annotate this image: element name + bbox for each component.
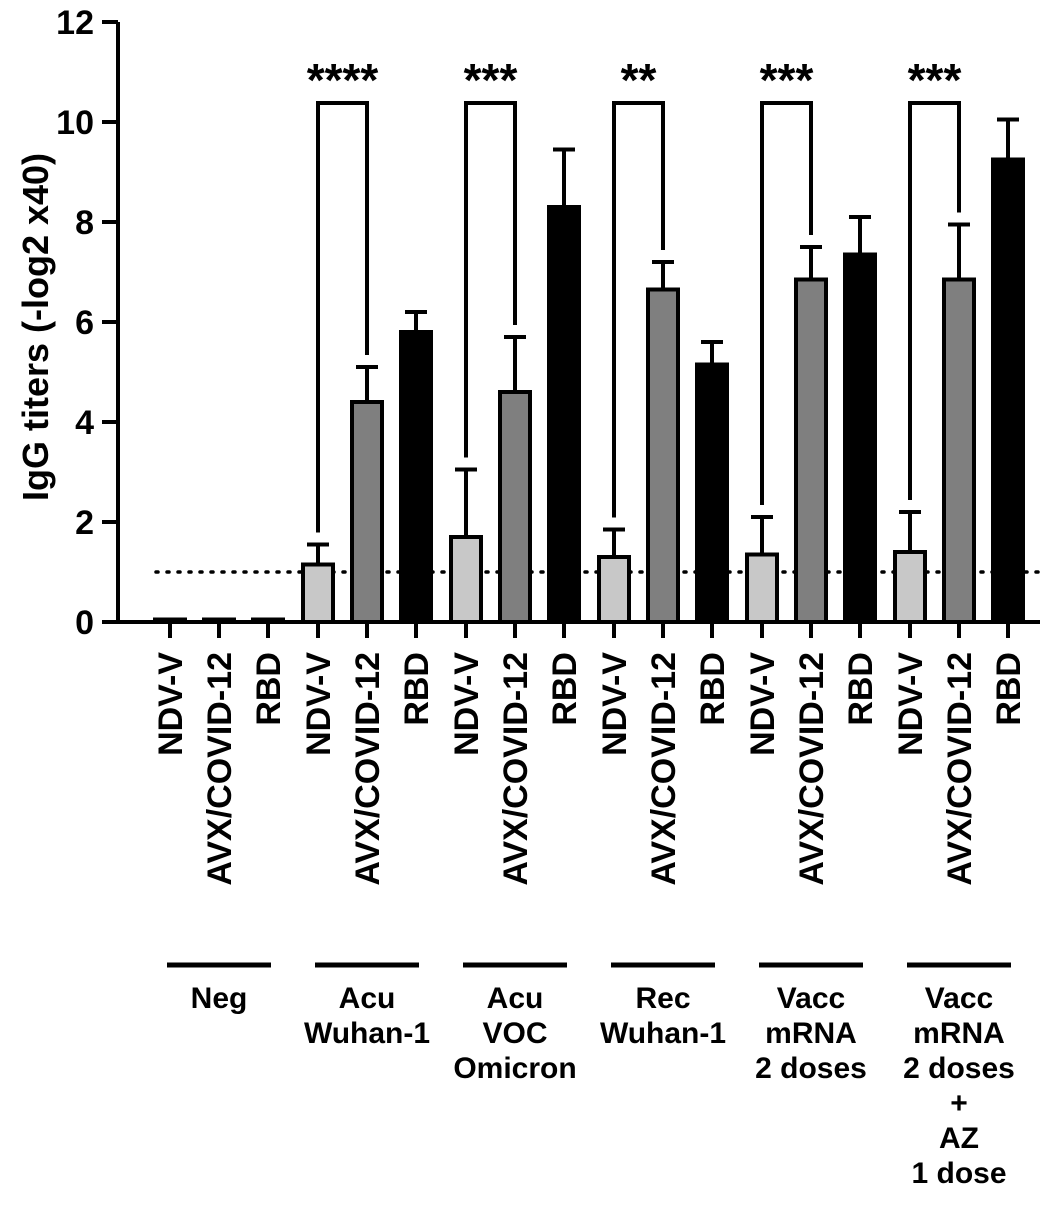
x-category-label: RBD xyxy=(990,652,1028,726)
significance-bracket xyxy=(612,101,665,518)
group-label: Rec xyxy=(635,982,690,1015)
x-category-label: AVX/COVID-12 xyxy=(497,652,535,886)
group-label: Acu xyxy=(339,982,396,1015)
bar xyxy=(301,562,335,624)
y-tick-label: 8 xyxy=(75,204,94,242)
bar xyxy=(251,617,285,624)
group-label: Neg xyxy=(191,982,248,1015)
x-category-label: NDV-V xyxy=(152,652,190,756)
group-label: 1 dose xyxy=(911,1157,1006,1190)
bar xyxy=(449,535,483,624)
bar xyxy=(399,330,433,624)
group-label: VOC xyxy=(482,1017,547,1050)
significance-label: *** xyxy=(760,54,814,106)
x-category-label: RBD xyxy=(694,652,732,726)
group-label: Wuhan-1 xyxy=(304,1017,430,1050)
bar xyxy=(646,287,680,624)
group-label: mRNA xyxy=(913,1017,1005,1050)
significance-label: ** xyxy=(621,54,657,106)
group-label: Acu xyxy=(487,982,544,1015)
x-category-label: RBD xyxy=(398,652,436,726)
x-category-label: AVX/COVID-12 xyxy=(201,652,239,886)
y-axis-label: IgG titers (-log2 x40) xyxy=(15,153,56,501)
y-tick-label: 6 xyxy=(75,304,94,342)
bar xyxy=(991,157,1025,624)
x-category-label: RBD xyxy=(250,652,288,726)
bar xyxy=(547,205,581,624)
group-label: Vacc xyxy=(925,982,993,1015)
y-tick-label: 0 xyxy=(75,604,94,642)
significance-bracket xyxy=(316,101,369,533)
group-label: Wuhan-1 xyxy=(600,1017,726,1050)
significance-label: *** xyxy=(908,54,962,106)
significance-bracket xyxy=(464,101,517,458)
group-label: 2 doses xyxy=(755,1052,867,1085)
bar xyxy=(350,400,384,624)
x-category-label: AVX/COVID-12 xyxy=(349,652,387,886)
bar xyxy=(498,390,532,624)
x-category-label: RBD xyxy=(546,652,584,726)
bar xyxy=(893,550,927,624)
x-category-label: AVX/COVID-12 xyxy=(645,652,683,886)
significance-bracket xyxy=(760,101,813,505)
group-label: 2 doses xyxy=(903,1052,1015,1085)
x-category-label: NDV-V xyxy=(744,652,782,756)
x-category-label: AVX/COVID-12 xyxy=(793,652,831,886)
bar xyxy=(202,617,236,624)
bar xyxy=(153,617,187,624)
bar xyxy=(597,555,631,624)
x-category-label: NDV-V xyxy=(892,652,930,756)
group-label: + xyxy=(950,1087,968,1120)
group-label: AZ xyxy=(939,1122,979,1155)
x-category-label: NDV-V xyxy=(596,652,634,756)
group-label: Vacc xyxy=(777,982,845,1015)
group-label: mRNA xyxy=(765,1017,857,1050)
bar xyxy=(695,362,729,624)
y-tick-label: 10 xyxy=(56,104,94,142)
bars xyxy=(153,101,1025,624)
bar xyxy=(794,277,828,624)
group-label: Omicron xyxy=(453,1052,576,1085)
y-tick-label: 4 xyxy=(75,404,94,442)
labels: NDV-V AVX/COVID-12 RBD Neg NDV-V AVX/COVID-12… xyxy=(152,54,1028,1190)
x-category-label: AVX/COVID-12 xyxy=(941,652,979,886)
significance-label: **** xyxy=(307,54,379,106)
bar xyxy=(745,552,779,624)
y-tick-label: 12 xyxy=(56,4,94,42)
x-category-label: NDV-V xyxy=(448,652,486,756)
significance-bracket xyxy=(908,101,961,500)
bar xyxy=(942,277,976,624)
x-category-label: RBD xyxy=(842,652,880,726)
y-tick-label: 2 xyxy=(75,504,94,542)
significance-label: *** xyxy=(464,54,518,106)
x-category-label: NDV-V xyxy=(300,652,338,756)
bar xyxy=(843,252,877,624)
